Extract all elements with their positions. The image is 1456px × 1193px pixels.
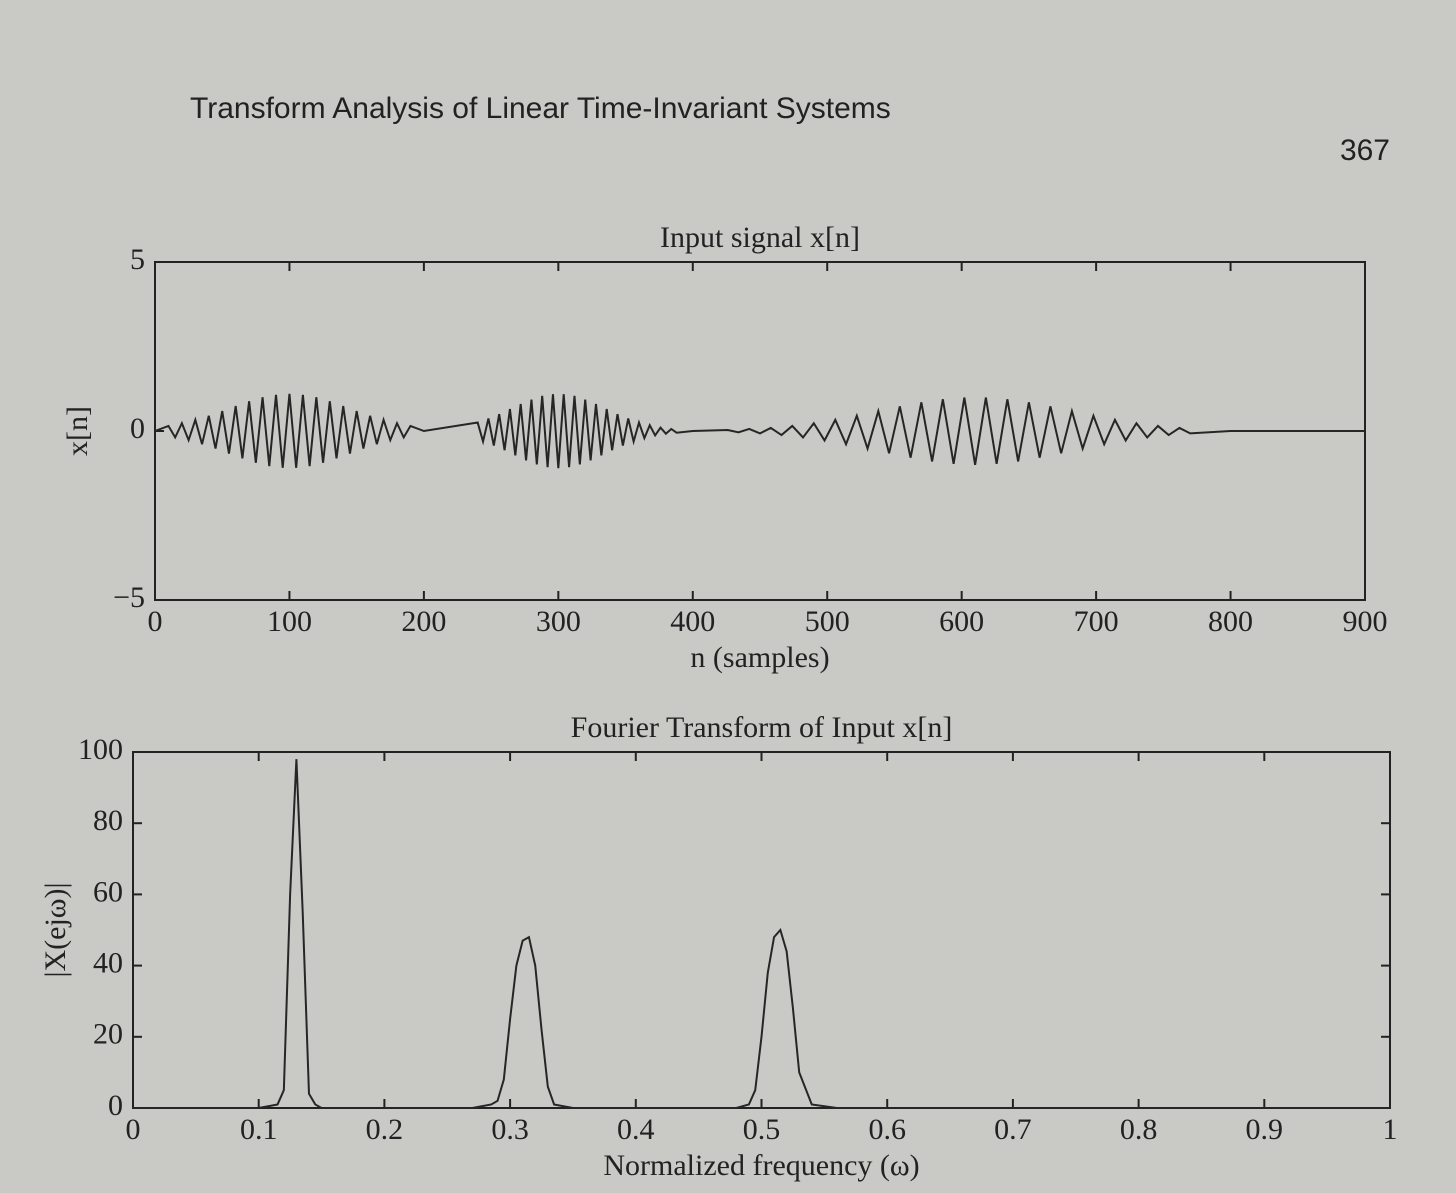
x-axis-label: n (samples) [690,641,829,674]
x-tick-label: 0.1 [240,1113,278,1146]
chart-title: Input signal x[n] [660,221,860,254]
signal-line [133,759,1390,1109]
y-axis-label: x[n] [61,406,94,456]
y-axis-label: |X(ejω)| [39,882,72,977]
chart-title: Fourier Transform of Input x[n] [571,711,953,744]
y-tick-label: 20 [93,1018,123,1051]
x-tick-label: 0.4 [617,1113,655,1146]
x-tick-label: 0.8 [1120,1113,1158,1146]
y-tick-label: 5 [130,243,145,276]
x-tick-label: 0.3 [491,1113,529,1146]
x-tick-label: 900 [1343,605,1388,638]
x-tick-label: 700 [1074,605,1119,638]
x-tick-label: 200 [401,605,446,638]
running-header: Transform Analysis of Linear Time-Invari… [190,92,891,125]
x-tick-label: 1 [1383,1113,1398,1146]
y-tick-label: 0 [108,1089,123,1122]
x-tick-label: 400 [670,605,715,638]
y-tick-label: 80 [93,804,123,837]
x-tick-label: 0.2 [366,1113,404,1146]
x-axis-label: Normalized frequency (ω) [603,1149,919,1182]
x-tick-label: 100 [267,605,312,638]
x-tick-label: 500 [805,605,850,638]
x-tick-label: 0.7 [994,1113,1032,1146]
y-tick-label: 40 [93,946,123,979]
x-tick-label: 600 [939,605,984,638]
x-tick-label: 0 [126,1113,141,1146]
x-tick-label: 0.6 [868,1113,906,1146]
y-tick-label: 60 [93,875,123,908]
y-tick-label: 100 [78,733,123,766]
x-tick-label: 0.9 [1246,1113,1284,1146]
x-tick-label: 0.5 [743,1113,781,1146]
signal-line [154,393,1365,469]
y-tick-label: 0 [130,412,145,445]
y-tick-label: −5 [113,581,145,614]
x-tick-label: 0 [148,605,163,638]
x-tick-label: 300 [536,605,581,638]
x-tick-label: 800 [1208,605,1253,638]
page-number: 367 [1340,134,1390,167]
